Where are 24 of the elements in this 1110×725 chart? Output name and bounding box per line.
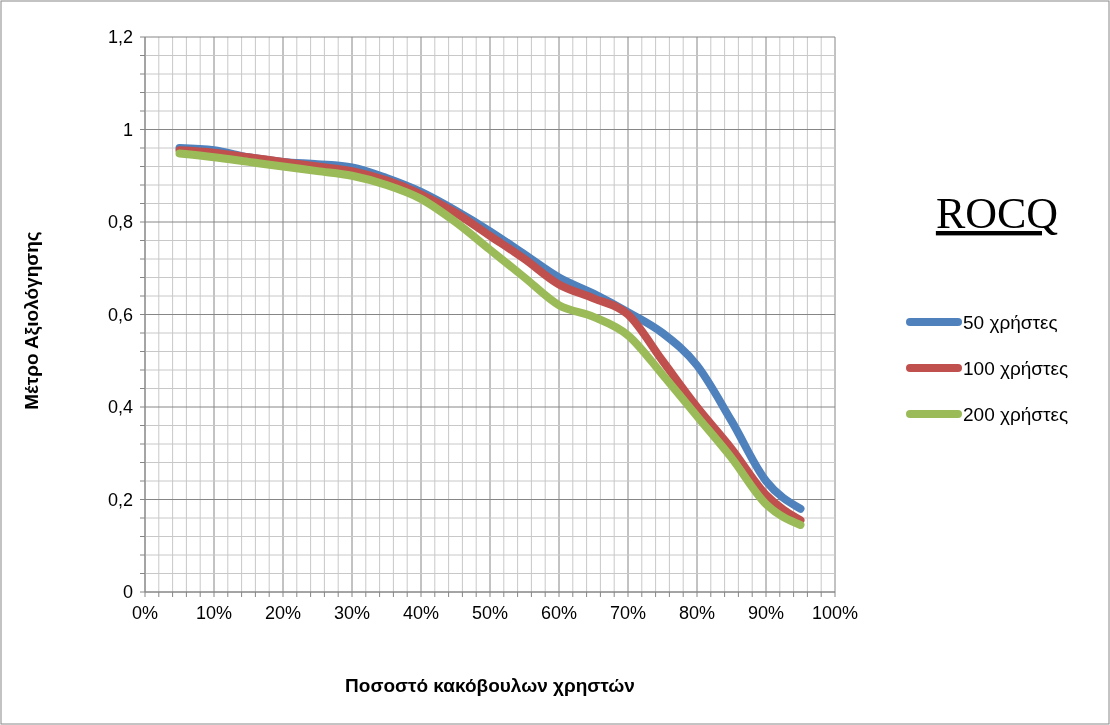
y-tick-label: 0,4 — [107, 397, 133, 417]
x-tick-label: 50% — [471, 603, 509, 623]
x-tick-label: 100% — [811, 603, 859, 623]
y-tick-label: 0,8 — [107, 212, 133, 232]
x-axis-title: Ποσοστό κακόβουλων χρηστών — [345, 675, 635, 696]
x-tick-label: 80% — [678, 603, 716, 623]
y-axis-title: Μέτρο Αξιολόγησης — [21, 231, 43, 410]
y-tick-label: 0,2 — [107, 489, 133, 510]
x-tick-label: 30% — [333, 603, 371, 623]
x-tick-label: 10% — [195, 603, 233, 623]
x-tick-label: 20% — [264, 603, 302, 623]
x-tick-label: 90% — [747, 603, 785, 623]
legend-label: 100 χρήστες — [963, 358, 1069, 379]
x-tick-label: 40% — [402, 603, 440, 623]
legend-label: 50 χρήστες — [963, 312, 1058, 333]
x-tick-label: 60% — [540, 603, 578, 623]
text: ROCQ — [935, 189, 1059, 238]
legend-label: 200 χρήστες — [963, 404, 1069, 425]
y-tick-label: 1,2 — [107, 27, 133, 47]
x-tick-label: 70% — [609, 603, 647, 623]
y-tick-label: 0,6 — [107, 304, 133, 325]
y-tick-label: 0 — [122, 582, 133, 602]
x-tick-label: 0% — [131, 603, 159, 623]
y-tick-label: 1 — [122, 119, 133, 140]
